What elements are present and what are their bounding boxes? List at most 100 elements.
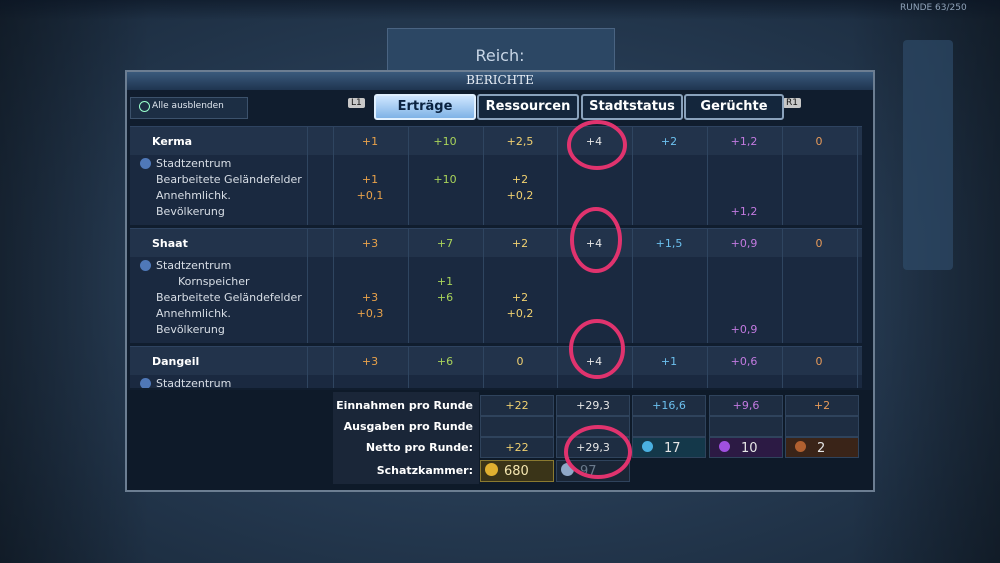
row-label: Stadtzentrum [156,157,232,170]
column-divider [857,347,858,388]
row-label: Stadtzentrum [156,377,232,388]
row-label: Bearbeitete Geländefelder [156,291,302,304]
city-total: +3 [361,355,379,368]
column-divider [483,229,484,343]
column-divider [333,127,334,225]
city-total: +0,6 [730,355,758,368]
summary-cell [785,416,859,437]
row-value: +1 [361,173,379,186]
row-value: +2 [511,291,529,304]
city-total: +6 [436,355,454,368]
summary-cell [480,437,554,458]
highlight-circle [570,207,622,273]
treasury-cell [480,460,554,482]
city-center-icon [140,260,151,271]
summary-cell [785,395,859,416]
row-label: Annehmlichk. [156,189,231,202]
city-block: Dangeil+3+60+4+1+0,60StadtzentrumBearbei… [130,346,862,388]
city-total: 0 [815,135,823,148]
row-label: Bevölkerung [156,323,225,336]
empire-heading: Reich: [475,46,525,65]
tab[interactable]: Stadtstatus [581,94,683,120]
city-total: +0,9 [730,237,758,250]
tab[interactable]: Gerüchte [684,94,784,120]
column-divider [632,347,633,388]
resource-icon [719,441,730,452]
hide-all-label[interactable]: Alle ausblenden [152,101,224,111]
summary-label: Netto pro Runde: [365,441,473,454]
city-total: +2 [511,237,529,250]
row-value: +1 [436,275,454,288]
yield-table: Kerma +1 +10 +2,5 +4 +2 +1,2 0 Stadtzentrum Bearb… [130,126,862,388]
summary-label: Einnahmen pro Runde [336,399,473,412]
city-name: Dangeil [152,355,200,368]
column-divider [707,127,708,225]
row-label: Bevölkerung [156,205,225,218]
column-divider [707,347,708,388]
summary-value: +9,6 [732,399,760,412]
city-total: +7 [436,237,454,250]
tab[interactable]: Erträge [374,94,476,120]
row-value: +0,9 [730,323,758,336]
row-label: Annehmlichk. [156,307,231,320]
city-header [130,229,862,257]
l1-button[interactable]: L1 [348,98,365,108]
row-value: +10 [433,173,457,186]
summary-value: +29,3 [576,399,610,412]
summary-cell [556,395,630,416]
row-value: +0,2 [506,307,534,320]
summary-label: Ausgaben pro Runde [343,420,473,433]
summary-cell [709,395,783,416]
column-divider [557,127,558,225]
resource-icon [795,441,806,452]
r1-button[interactable]: R1 [783,98,801,108]
column-divider [408,347,409,388]
summary-value: 10 [741,441,758,456]
column-divider [782,127,783,225]
resource-icon [642,441,653,452]
city-block: Shaat +3 +7 +2 +4 +1,5 +0,9 0 Stadtzentrum Kornsp… [130,228,862,343]
hud-banner [387,28,615,74]
row-value: +6 [436,291,454,304]
city-total: +10 [433,135,457,148]
city-name: Shaat [152,237,188,250]
summary-area: Einnahmen pro Runde +22 +29,3 +16,6 +9,6 +2 Au… [127,390,873,490]
column-divider [483,127,484,225]
row-label: Stadtzentrum [156,259,232,272]
city-total: 0 [815,355,823,368]
right-sidebar [903,40,953,270]
summary-value: +22 [505,441,529,454]
city-total: 0 [815,237,823,250]
city-total: +1 [660,355,678,368]
column-divider [307,229,308,343]
column-divider [557,347,558,388]
column-divider [857,127,858,225]
summary-cell [632,395,706,416]
summary-cell [632,416,706,437]
summary-label-column [333,392,479,484]
row-value: +1,2 [730,205,758,218]
hide-all-button[interactable] [130,97,248,119]
summary-value: 17 [664,441,681,456]
city-total: +1 [361,135,379,148]
city-total: +4 [585,135,603,148]
panel-title-bar [127,72,873,90]
city-total: +4 [585,355,603,368]
summary-value: +22 [505,399,529,412]
column-divider [782,229,783,343]
city-total: 0 [516,355,524,368]
treasury-value: 680 [504,464,529,479]
city-block: Kerma +1 +10 +2,5 +4 +2 +1,2 0 Stadtzentrum Bearb… [130,126,862,225]
column-divider [632,127,633,225]
city-center-icon [140,378,151,388]
city-center-icon [140,158,151,169]
tab[interactable]: Ressourcen [477,94,579,120]
city-total: +2 [660,135,678,148]
row-value: +0,1 [356,189,384,202]
column-divider [333,229,334,343]
city-total: +4 [585,237,603,250]
treasury-icon [485,463,498,476]
column-divider [857,229,858,343]
